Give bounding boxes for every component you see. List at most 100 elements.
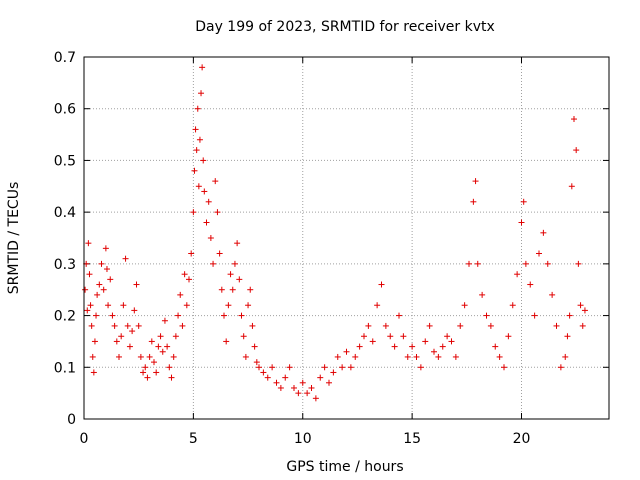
data-point (88, 322, 95, 329)
data-point (295, 390, 302, 397)
data-point (192, 126, 199, 133)
data-point (227, 271, 234, 278)
data-point (457, 322, 464, 329)
data-point (86, 271, 93, 278)
grid (84, 57, 609, 419)
data-point (573, 147, 580, 154)
data-point (214, 209, 221, 216)
data-point (240, 333, 247, 340)
data-point (291, 384, 297, 391)
data-point (229, 286, 236, 293)
data-point (170, 353, 177, 360)
x-tick-label: 10 (294, 431, 312, 447)
data-point (273, 379, 280, 386)
data-point (98, 260, 105, 267)
data-point (87, 302, 94, 309)
x-tick-label: 20 (513, 431, 531, 447)
data-point (308, 384, 315, 391)
data-point (218, 286, 225, 293)
data-point (282, 374, 289, 381)
data-point (140, 369, 147, 376)
data-point (505, 333, 512, 340)
tick-labels: 0 0.1 0.2 0.3 0.4 0.5 0.6 0.7 0 5 10 15 20 (54, 50, 531, 447)
data-point (155, 343, 162, 350)
data-point (483, 312, 490, 319)
x-tick-label: 15 (403, 431, 421, 447)
data-point (413, 353, 420, 360)
data-point (522, 260, 529, 267)
data-point (118, 333, 125, 340)
data-point (396, 312, 402, 319)
data-point (422, 338, 429, 345)
data-point (387, 333, 394, 340)
data-point (339, 364, 346, 371)
y-tick-label: 0.1 (54, 360, 76, 376)
x-tick-label: 0 (80, 431, 89, 447)
data-point (461, 302, 468, 309)
data-point (540, 229, 547, 236)
y-tick-label: 0.6 (54, 102, 76, 118)
data-point (190, 209, 197, 216)
data-point (199, 64, 206, 71)
data-point (93, 312, 100, 319)
data-point (122, 255, 129, 262)
data-point (201, 188, 208, 195)
data-point (286, 364, 293, 371)
data-point (343, 348, 350, 355)
data-point (249, 322, 256, 329)
data-point (334, 353, 341, 360)
data-point (527, 281, 534, 288)
data-point (487, 322, 494, 329)
data-point (175, 312, 182, 319)
data-point (571, 116, 577, 123)
data-point (96, 281, 103, 288)
data-point (85, 240, 92, 247)
data-point (444, 333, 451, 340)
data-point (198, 90, 205, 97)
data-point (304, 390, 311, 397)
data-point (260, 369, 267, 376)
data-point (191, 167, 198, 174)
data-point (474, 260, 481, 267)
data-point (251, 343, 258, 350)
data-point (168, 374, 175, 381)
data-point (183, 302, 190, 309)
data-point (514, 271, 521, 278)
axis-ticks (83, 56, 609, 420)
data-point (564, 333, 571, 340)
data-point (236, 276, 243, 283)
data-point (109, 312, 116, 319)
data-point (172, 333, 179, 340)
y-tick-label: 0.5 (54, 153, 76, 169)
data-point (113, 338, 120, 345)
data-point (221, 312, 227, 319)
data-point (269, 364, 276, 371)
data-point (448, 338, 455, 345)
data-point (326, 379, 332, 386)
data-point (245, 302, 252, 309)
y-tick-label: 0 (67, 412, 76, 428)
data-point (116, 353, 122, 360)
data-point (166, 364, 173, 371)
data-point (568, 183, 575, 190)
data-point (378, 281, 385, 288)
data-point (203, 219, 210, 226)
data-point (472, 178, 479, 185)
data-point (133, 281, 140, 288)
data-point (120, 302, 127, 309)
data-point (124, 322, 131, 329)
data-point (194, 105, 201, 112)
y-tick-label: 0.4 (54, 205, 76, 221)
data-point (253, 359, 260, 366)
data-point (135, 322, 142, 329)
data-point (247, 286, 254, 293)
data-point (544, 260, 551, 267)
data-point (575, 260, 582, 267)
y-tick-label: 0.7 (54, 50, 76, 66)
plot-frame (83, 56, 610, 420)
data-point (479, 291, 486, 298)
data-point (417, 364, 424, 371)
data-point (82, 286, 89, 293)
data-point (439, 343, 446, 350)
